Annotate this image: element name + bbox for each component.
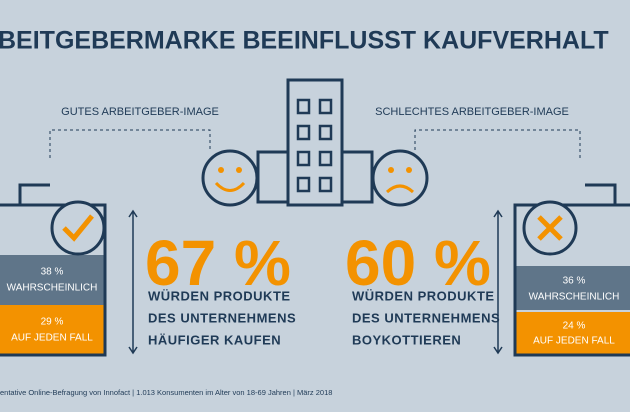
good-likely: 38 % [41, 267, 64, 278]
x-mark [537, 215, 563, 241]
good-label: GUTES ARBEITGEBER-IMAGE [61, 106, 219, 118]
good-certain: 29 % [41, 317, 64, 328]
bad-certain-label: AUF JEDEN FALL [533, 336, 615, 347]
bracket [49, 129, 211, 158]
bad-label: SCHLECHTES ARBEITGEBER-IMAGE [375, 106, 569, 118]
good-total: 67 % [145, 227, 291, 299]
good-text: WÜRDEN PRODUKTE [148, 288, 291, 303]
arrow [493, 209, 503, 355]
good-certain-label: AUF JEDEN FALL [11, 333, 93, 344]
bad-text: DES UNTERNEHMENS [352, 310, 500, 325]
building [256, 78, 374, 207]
arrow [128, 209, 138, 355]
title: BEITGEBERMARKE BEEINFLUSST KAUFVERHALT [0, 27, 609, 55]
bad-text: WÜRDEN PRODUKTE [352, 288, 495, 303]
bad-certain: 24 % [563, 321, 586, 332]
bad-likely: 36 % [563, 276, 586, 287]
certain-block [0, 305, 105, 355]
smiley [201, 149, 259, 207]
bad-total: 60 % [345, 227, 491, 299]
check-circle [50, 200, 106, 256]
bracket [414, 129, 581, 158]
check [62, 214, 94, 242]
good-text: DES UNTERNEHMENS [148, 310, 296, 325]
likely-block [0, 255, 105, 305]
bad-text: BOYKOTTIEREN [352, 332, 461, 347]
footer: entative Online-Befragung von Innofact |… [0, 388, 332, 397]
certain-block [515, 312, 630, 355]
bad-likely-label: WAHRSCHEINLICH [529, 292, 620, 303]
good-likely-label: WAHRSCHEINLICH [7, 283, 98, 294]
good-text: HÄUFIGER KAUFEN [148, 332, 281, 347]
likely-block [515, 266, 630, 310]
container [513, 183, 630, 357]
container [0, 183, 107, 357]
frowny [371, 149, 429, 207]
